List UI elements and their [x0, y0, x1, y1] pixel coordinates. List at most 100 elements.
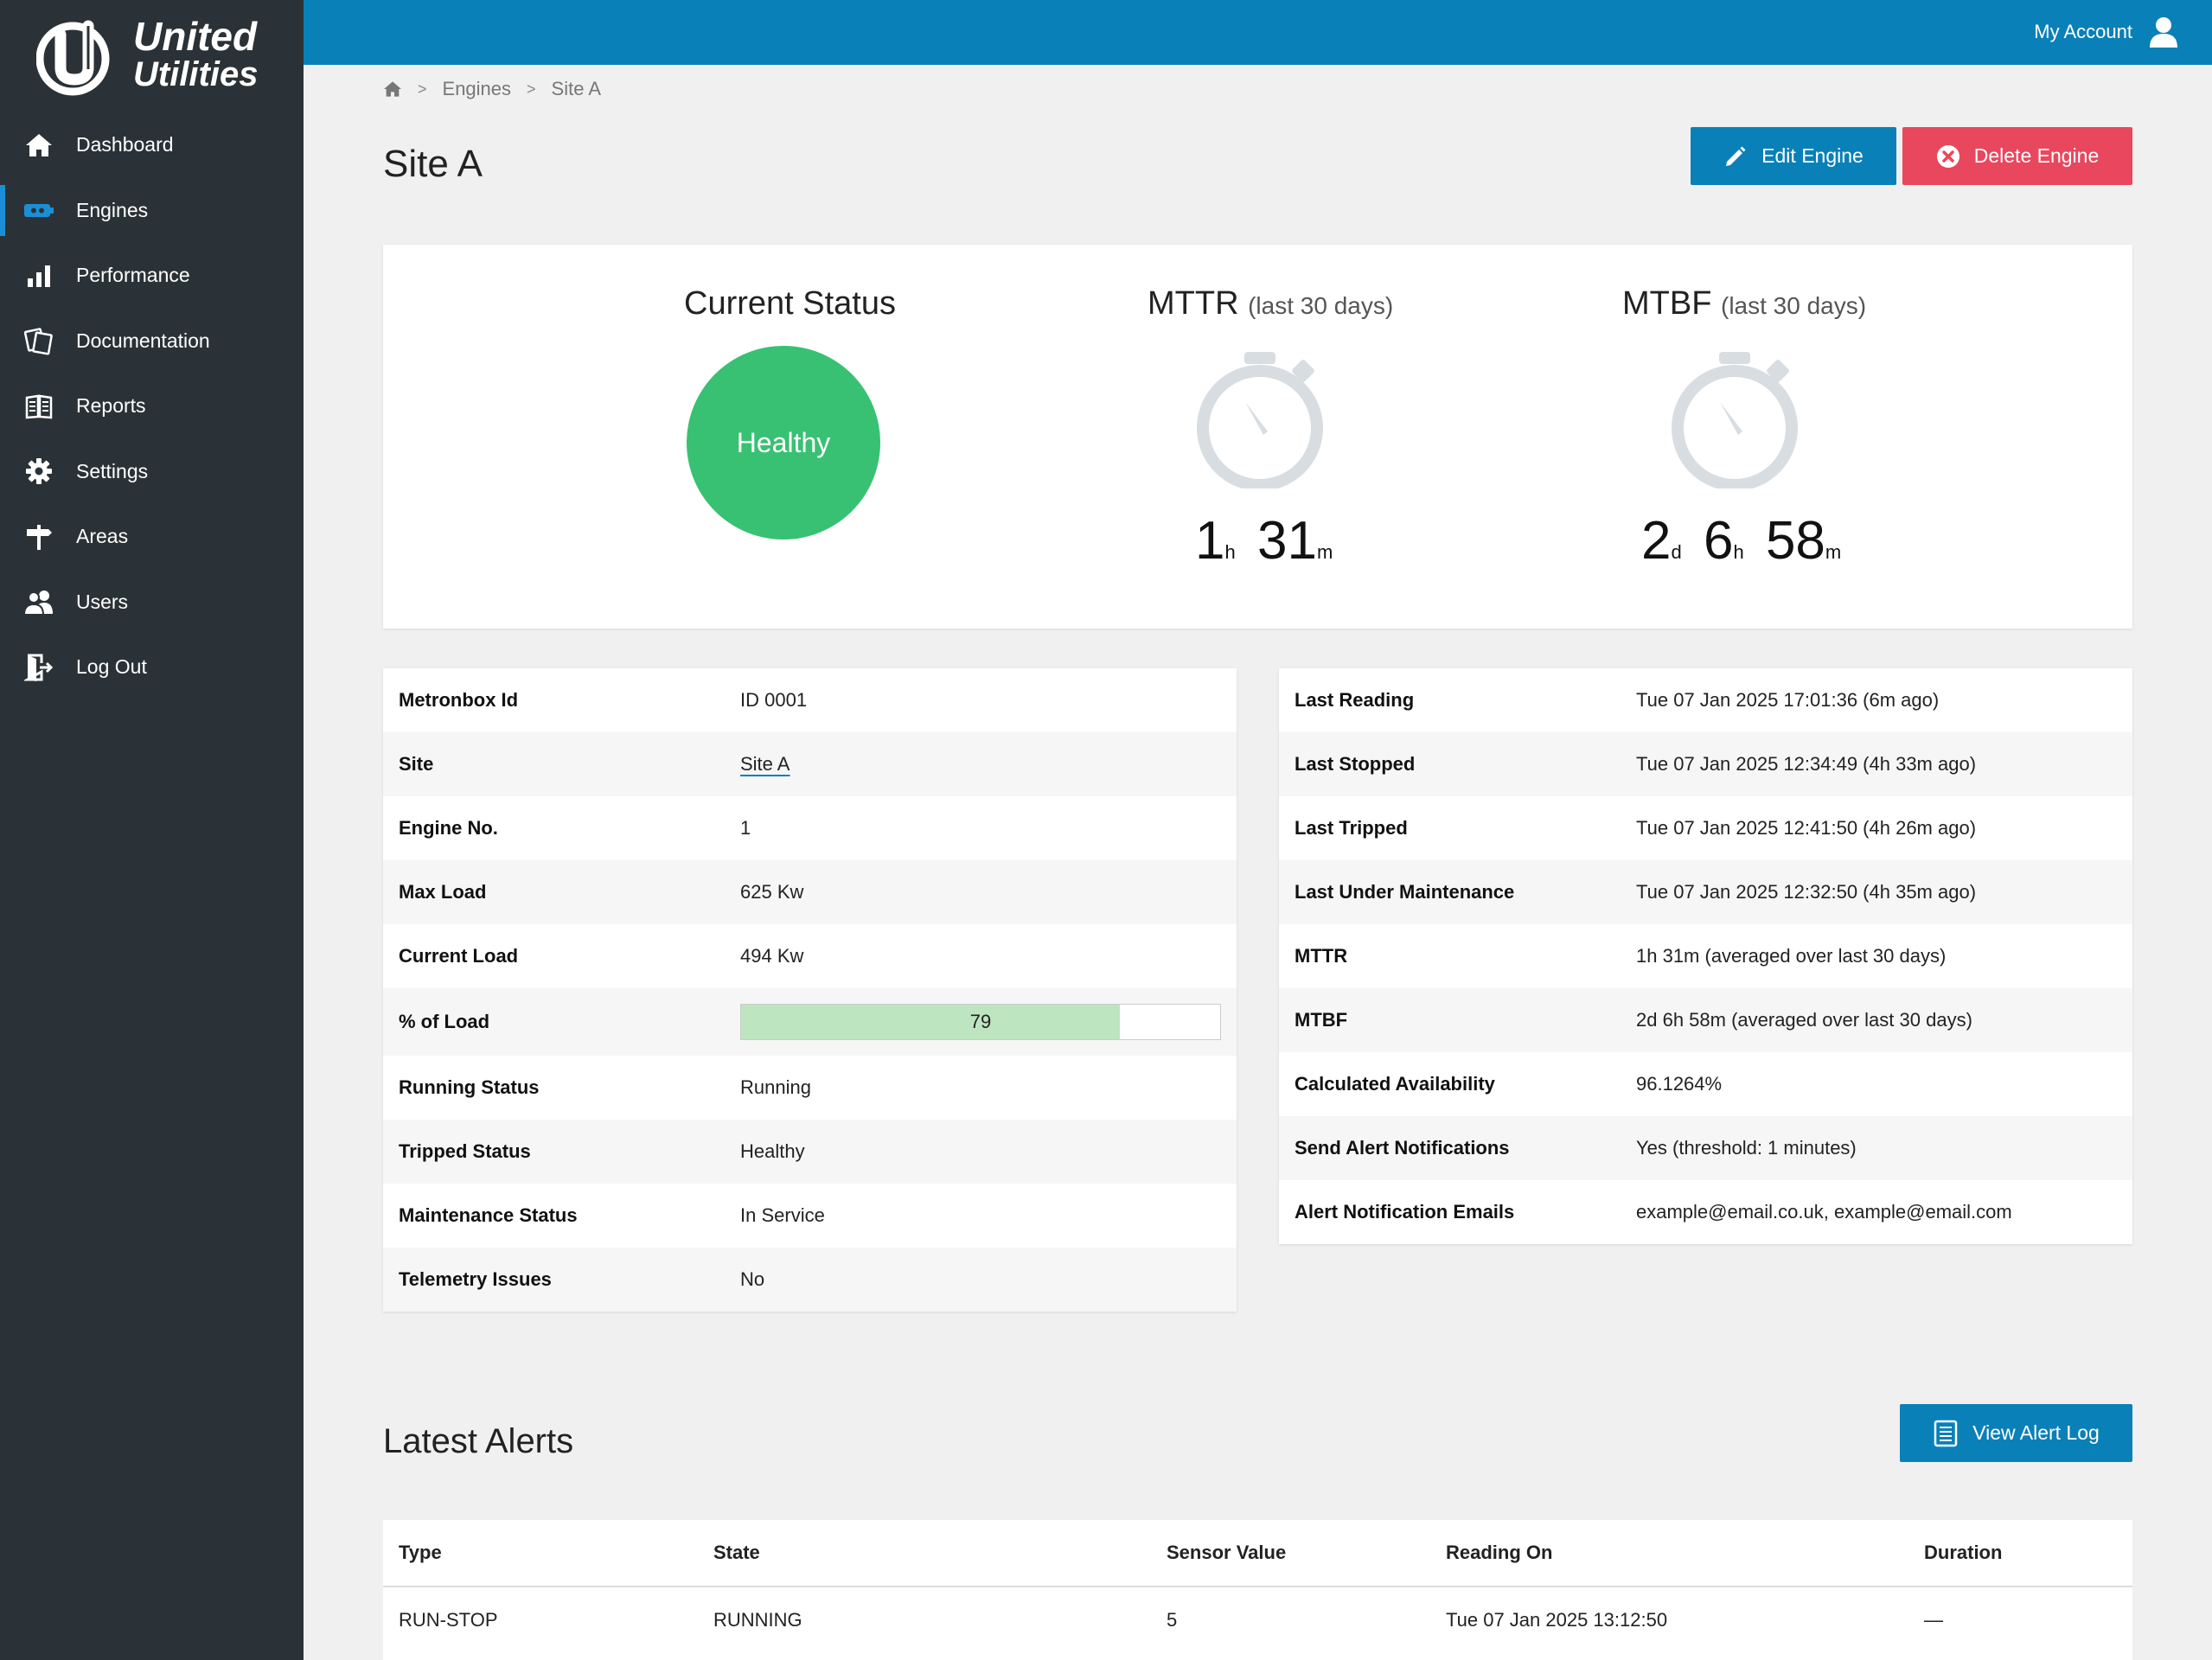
detail-row: Last Stopped Tue 07 Jan 2025 12:34:49 (4h…	[1279, 732, 2132, 796]
view-alert-log-button[interactable]: View Alert Log	[1900, 1404, 2132, 1462]
site-link[interactable]: Site A	[740, 753, 790, 775]
sidebar-item-documentation[interactable]: Documentation	[0, 309, 304, 374]
sidebar-item-areas[interactable]: Areas	[0, 504, 304, 570]
mtbf-subtitle: (last 30 days)	[1721, 292, 1867, 319]
mttr-hours: 1	[1195, 511, 1225, 571]
detail-key: MTBF	[1295, 1009, 1348, 1031]
detail-row: Current Load 494 Kw	[383, 924, 1237, 988]
mtbf-title-label: MTBF	[1622, 285, 1712, 322]
detail-value: Tue 07 Jan 2025 12:32:50 (4h 35m ago)	[1636, 881, 1977, 903]
detail-key: Last Tripped	[1295, 817, 1408, 839]
detail-key: MTTR	[1295, 945, 1348, 967]
alert-type: RUN-STOP	[399, 1609, 498, 1631]
status-indicator: Healthy	[687, 346, 880, 540]
united-utilities-logo[interactable]: United Utilities	[35, 16, 270, 99]
detail-value: Tue 07 Jan 2025 12:41:50 (4h 26m ago)	[1636, 817, 1977, 839]
page-title: Site A	[383, 143, 483, 185]
sidebar-item-settings[interactable]: Settings	[0, 439, 304, 505]
detail-value: 494 Kw	[740, 945, 804, 967]
detail-row: Last Under Maintenance Tue 07 Jan 2025 12…	[1279, 860, 2132, 924]
list-document-icon	[1933, 1420, 1959, 1447]
sidebar-item-label: Log Out	[76, 655, 147, 679]
detail-key: Last Reading	[1295, 689, 1415, 711]
detail-key: Last Stopped	[1295, 753, 1416, 775]
column-header-reading-on[interactable]: Reading On	[1446, 1542, 1553, 1563]
alert-sensor-value: 5	[1167, 1609, 1178, 1631]
home-icon	[22, 129, 55, 162]
breadcrumb-separator: >	[418, 80, 427, 98]
detail-row: Max Load 625 Kw	[383, 860, 1237, 924]
column-header-duration[interactable]: Duration	[1924, 1542, 2003, 1563]
mtbf-value: 2d 6h 58m	[1641, 510, 1848, 571]
mttr-title-label: MTTR	[1148, 285, 1239, 322]
alert-duration: —	[1924, 1609, 1943, 1631]
gear-icon	[22, 455, 55, 488]
detail-key: Engine No.	[399, 817, 498, 839]
detail-value: 1	[740, 817, 751, 839]
engine-readings-table: Last Reading Tue 07 Jan 2025 17:01:36 (6m…	[1279, 668, 2132, 1244]
stopwatch-icon	[1197, 352, 1323, 488]
sidebar-item-reports[interactable]: Reports	[0, 374, 304, 439]
mttr-subtitle: (last 30 days)	[1248, 292, 1394, 319]
mttr-title: MTTR (last 30 days)	[1148, 285, 1393, 322]
detail-row: Metronbox Id ID 0001	[383, 668, 1237, 732]
detail-key: Current Load	[399, 945, 519, 967]
sidebar-item-dashboard[interactable]: Dashboard	[0, 112, 304, 178]
engine-icon	[22, 194, 55, 227]
sidebar-item-logout[interactable]: Log Out	[0, 635, 304, 700]
column-header-type[interactable]: Type	[399, 1542, 442, 1563]
detail-value: Tue 07 Jan 2025 12:34:49 (4h 33m ago)	[1636, 753, 1977, 775]
detail-key: Site	[399, 753, 434, 775]
mttr-minutes: 31	[1256, 511, 1317, 571]
detail-key: Alert Notification Emails	[1295, 1201, 1515, 1223]
load-progress-fill	[741, 1005, 1120, 1039]
minutes-unit: m	[1825, 541, 1842, 563]
delete-engine-label: Delete Engine	[1973, 144, 2100, 167]
delete-engine-button[interactable]: Delete Engine	[1902, 127, 2132, 185]
detail-value: Running	[740, 1076, 811, 1098]
sidebar-item-engines[interactable]: Engines	[0, 177, 304, 243]
sidebar-item-label: Users	[76, 590, 129, 613]
column-header-state[interactable]: State	[713, 1542, 760, 1563]
detail-value: 2d 6h 58m (averaged over last 30 days)	[1636, 1009, 1972, 1031]
detail-value: 96.1264%	[1636, 1073, 1723, 1095]
bar-chart-icon	[22, 259, 55, 292]
edit-engine-button[interactable]: Edit Engine	[1691, 127, 1896, 185]
my-account-link[interactable]: My Account	[2034, 16, 2179, 48]
alert-reading-on: Tue 07 Jan 2025 13:12:50	[1446, 1609, 1668, 1631]
detail-row: Send Alert Notifications Yes (threshold: …	[1279, 1116, 2132, 1180]
top-bar: My Account	[304, 0, 2212, 65]
column-header-sensor-value[interactable]: Sensor Value	[1167, 1542, 1287, 1563]
detail-key: Telemetry Issues	[399, 1268, 552, 1290]
stopwatch-icon	[1672, 352, 1798, 488]
alert-state: RUNNING	[713, 1609, 802, 1631]
engine-stats-card	[383, 245, 2132, 629]
detail-value: example@email.co.uk, example@email.com	[1636, 1201, 2012, 1223]
reports-icon	[22, 390, 55, 423]
users-icon	[22, 585, 55, 618]
sidebar-item-label: Performance	[76, 264, 190, 287]
mttr-value: 1h 31m	[1195, 510, 1339, 571]
breadcrumb: > Engines > Site A	[383, 78, 601, 100]
detail-value: ID 0001	[740, 689, 808, 711]
detail-row: Last Reading Tue 07 Jan 2025 17:01:36 (6m…	[1279, 668, 2132, 732]
detail-key: Calculated Availability	[1295, 1073, 1495, 1095]
detail-key: Send Alert Notifications	[1295, 1137, 1510, 1159]
detail-row: Engine No. 1	[383, 796, 1237, 860]
breadcrumb-engines[interactable]: Engines	[442, 78, 512, 99]
sidebar-item-performance[interactable]: Performance	[0, 243, 304, 309]
sidebar-item-label: Dashboard	[76, 133, 174, 156]
engine-details-table: Metronbox Id ID 0001 Site Site A Engine No…	[383, 668, 1237, 1312]
sidebar-item-users[interactable]: Users	[0, 570, 304, 635]
detail-value: Tue 07 Jan 2025 17:01:36 (6m ago)	[1636, 689, 1940, 711]
home-icon[interactable]	[383, 80, 402, 98]
table-row[interactable]: RUN-STOP RUNNING 5 Tue 07 Jan 2025 13:12…	[383, 1587, 2132, 1653]
detail-row: Last Tripped Tue 07 Jan 2025 12:41:50 (4h…	[1279, 796, 2132, 860]
view-alert-log-label: View Alert Log	[1972, 1421, 2100, 1444]
detail-row: MTTR 1h 31m (averaged over last 30 days)	[1279, 924, 2132, 988]
sidebar-item-label: Reports	[76, 394, 146, 418]
alerts-table: Type State Sensor Value Reading On Durat…	[383, 1520, 2132, 1660]
mtbf-hours: 6	[1703, 511, 1734, 571]
documents-icon	[22, 324, 55, 357]
sidebar-item-label: Settings	[76, 459, 149, 482]
